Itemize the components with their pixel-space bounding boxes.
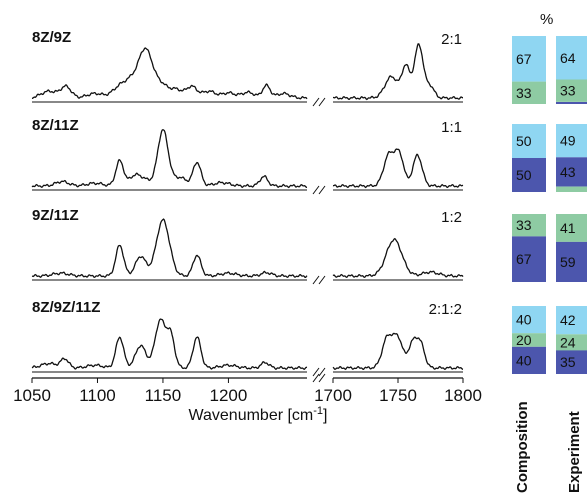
x-tick-label: 1150 <box>145 386 182 405</box>
experiment-bar-segment <box>556 306 587 335</box>
ratio-label: 1:2 <box>441 209 462 226</box>
experiment-bar-segment <box>556 124 587 158</box>
spectrum-line-right <box>332 237 464 279</box>
x-tick-label: 1050 <box>13 386 51 405</box>
composition-bar-segment <box>512 306 546 334</box>
composition-bar-value: 50 <box>516 167 532 183</box>
ratio-label: 2:1:2 <box>429 301 462 318</box>
experiment-bar-segment <box>556 350 587 374</box>
ratio-label: 2:1 <box>441 31 462 48</box>
axis-break-mark <box>312 275 326 285</box>
svg-text:Experiment: Experiment <box>566 411 583 493</box>
composition-bar-value: 40 <box>516 312 532 328</box>
composition-bar-segment <box>512 214 546 237</box>
x-axis: 1050 1100 1150 1200 1700 1750 1800 <box>13 373 482 405</box>
panel-label: 8Z/9Z/11Z <box>32 299 100 316</box>
composition-bar-value: 33 <box>516 217 532 233</box>
spectra-panels: 8Z/9Z 2:1 67 33 64 33 8Z/11Z 1:1 50 50 49 43 9Z/11Z 1… <box>31 29 587 377</box>
experiment-column-label: Experiment <box>566 411 583 493</box>
composition-bar-value: 67 <box>516 51 532 67</box>
experiment-bar-segment <box>556 186 587 192</box>
percent-header: % <box>540 11 553 28</box>
experiment-bar-segment <box>556 102 587 104</box>
spectrum-line-left <box>31 218 308 279</box>
composition-bar-value: 50 <box>516 133 532 149</box>
x-tick-label: 1100 <box>79 386 116 405</box>
experiment-bar-value: 33 <box>560 83 576 99</box>
composition-bar-value: 20 <box>516 332 532 348</box>
x-tick-label: 1200 <box>210 386 248 405</box>
experiment-bar-value: 35 <box>560 354 576 370</box>
experiment-bar-segment <box>556 214 587 242</box>
experiment-bar-value: 42 <box>560 312 576 328</box>
composition-bar-value: 40 <box>516 352 532 368</box>
spectrum-line-left <box>31 47 308 100</box>
composition-bar-segment <box>512 158 546 192</box>
spectrum-panel: 9Z/11Z 1:2 33 67 41 59 <box>31 207 587 285</box>
axis-break-mark <box>312 373 326 383</box>
spectrum-line-right <box>332 148 464 189</box>
panel-label: 9Z/11Z <box>32 207 79 224</box>
experiment-bar-segment <box>556 79 587 102</box>
experiment-bar-value: 64 <box>560 50 576 66</box>
experiment-bar-segment <box>556 241 587 282</box>
experiment-bar-value: 49 <box>560 133 576 149</box>
axis-break-mark <box>312 367 326 377</box>
composition-bar-value: 33 <box>516 85 532 101</box>
axis-break-mark <box>312 97 326 107</box>
composition-bar-segment <box>512 124 546 158</box>
experiment-bar-value: 24 <box>560 334 576 350</box>
spectrum-panel: 8Z/9Z/11Z 2:1:2 40 20 40 42 24 35 <box>31 299 587 377</box>
x-axis-label: Wavenumber [cm-1] <box>188 405 327 424</box>
experiment-bar-segment <box>556 157 587 187</box>
spectrum-line-right <box>332 332 464 371</box>
composition-bar-segment <box>512 36 546 82</box>
x-tick-label: 1800 <box>444 386 482 405</box>
experiment-bar-segment <box>556 36 587 80</box>
composition-bar-segment <box>512 236 546 282</box>
composition-bar-segment <box>512 333 546 347</box>
composition-bar-value: 67 <box>516 251 532 267</box>
svg-text:Composition: Composition <box>514 401 531 493</box>
panel-label: 8Z/9Z <box>32 29 71 46</box>
composition-bar-segment <box>512 81 546 104</box>
experiment-bar-segment <box>556 334 587 351</box>
experiment-bar-value: 59 <box>560 254 576 270</box>
spectrum-line-left <box>31 318 308 371</box>
experiment-bar-value: 41 <box>560 220 576 236</box>
axis-break-mark <box>312 185 326 195</box>
composition-column-label: Composition <box>514 401 531 493</box>
spectrum-panel: 8Z/9Z 2:1 67 33 64 33 <box>31 29 587 107</box>
spectrum-line-left <box>31 128 308 189</box>
x-tick-label: 1750 <box>379 386 417 405</box>
spectrum-line-right <box>333 43 463 101</box>
spectrum-panel: 8Z/11Z 1:1 50 50 49 43 <box>31 117 587 195</box>
x-tick-label: 1700 <box>314 386 352 405</box>
ratio-label: 1:1 <box>441 119 462 136</box>
composition-bar-segment <box>512 346 546 374</box>
experiment-bar-value: 43 <box>560 164 576 180</box>
panel-label: 8Z/11Z <box>32 117 79 134</box>
